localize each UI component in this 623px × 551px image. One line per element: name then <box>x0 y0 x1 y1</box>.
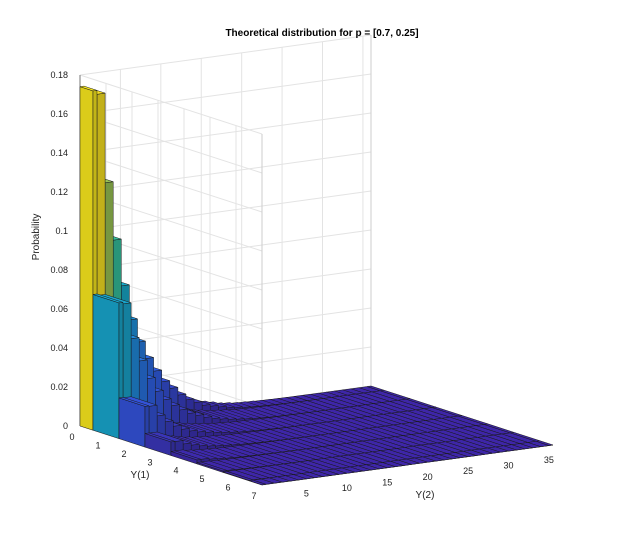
grid-line-left-z-9 <box>79 74 263 135</box>
z-axis-label: Probability <box>31 214 42 261</box>
x-tick-label-2: 2 <box>121 449 126 459</box>
z-tick-label-5: 0.1 <box>55 226 68 236</box>
grid-line-back-z-7 <box>79 112 372 154</box>
bar-y1-4-y2-0 <box>170 450 202 465</box>
bar-y1-1-y2-0 <box>92 293 124 439</box>
y-tick-label-0: 5 <box>304 488 309 498</box>
y-tick-label-5: 30 <box>503 461 513 471</box>
y-tick-label-4: 25 <box>463 466 473 476</box>
y-tick-label-3: 20 <box>423 472 433 482</box>
z-tick-label-0: 0 <box>63 421 68 431</box>
y-tick-label-1: 10 <box>342 483 352 493</box>
z-tick-label-2: 0.04 <box>50 343 68 353</box>
x-tick-label-4: 4 <box>173 466 178 476</box>
x-tick-label-5: 5 <box>199 474 204 484</box>
x-axis-label: Y(1) <box>131 470 150 481</box>
z-tick-label-3: 0.06 <box>50 304 68 314</box>
z-tick-label-6: 0.12 <box>50 187 68 197</box>
bar-y1-3-y2-0 <box>144 432 176 456</box>
x-tick-label-1: 1 <box>95 440 100 450</box>
bar-y1-7-y2-0 <box>248 479 267 486</box>
grid-line-back-z-9 <box>79 34 372 76</box>
grid-line-back-z-6 <box>79 151 372 193</box>
x-tick-label-6: 6 <box>225 483 230 493</box>
bar-y1-2-y2-0 <box>118 397 150 448</box>
grid-line-back-z-4 <box>79 229 372 271</box>
y-tick-label-2: 15 <box>382 477 392 487</box>
z-tick-label-9: 0.18 <box>50 70 68 80</box>
grid-line-left-z-8 <box>79 113 263 174</box>
z-tick-label-1: 0.02 <box>50 382 68 392</box>
grid-line-left-z-7 <box>79 152 263 213</box>
x-tick-label-7: 7 <box>251 491 256 501</box>
grid-line-back-z-8 <box>79 73 372 115</box>
x-tick-label-0: 0 <box>69 432 74 442</box>
ticks-layer: 0 0.02 0.04 0.06 0.08 0.1 0.12 0.14 0.16 0.18 0 1 2 3… <box>50 70 553 501</box>
y-axis-label: Y(2) <box>416 490 435 501</box>
bars-layer <box>79 85 554 486</box>
z-tick-label-7: 0.14 <box>50 148 68 158</box>
x-tick-label-3: 3 <box>147 457 152 467</box>
y-tick-label-6: 35 <box>544 455 554 465</box>
grid-line-back-z-5 <box>79 190 372 232</box>
z-tick-label-4: 0.08 <box>50 265 68 275</box>
chart-title: Theoretical distribution for p = [0.7, 0… <box>225 28 418 39</box>
z-tick-label-8: 0.16 <box>50 109 68 119</box>
